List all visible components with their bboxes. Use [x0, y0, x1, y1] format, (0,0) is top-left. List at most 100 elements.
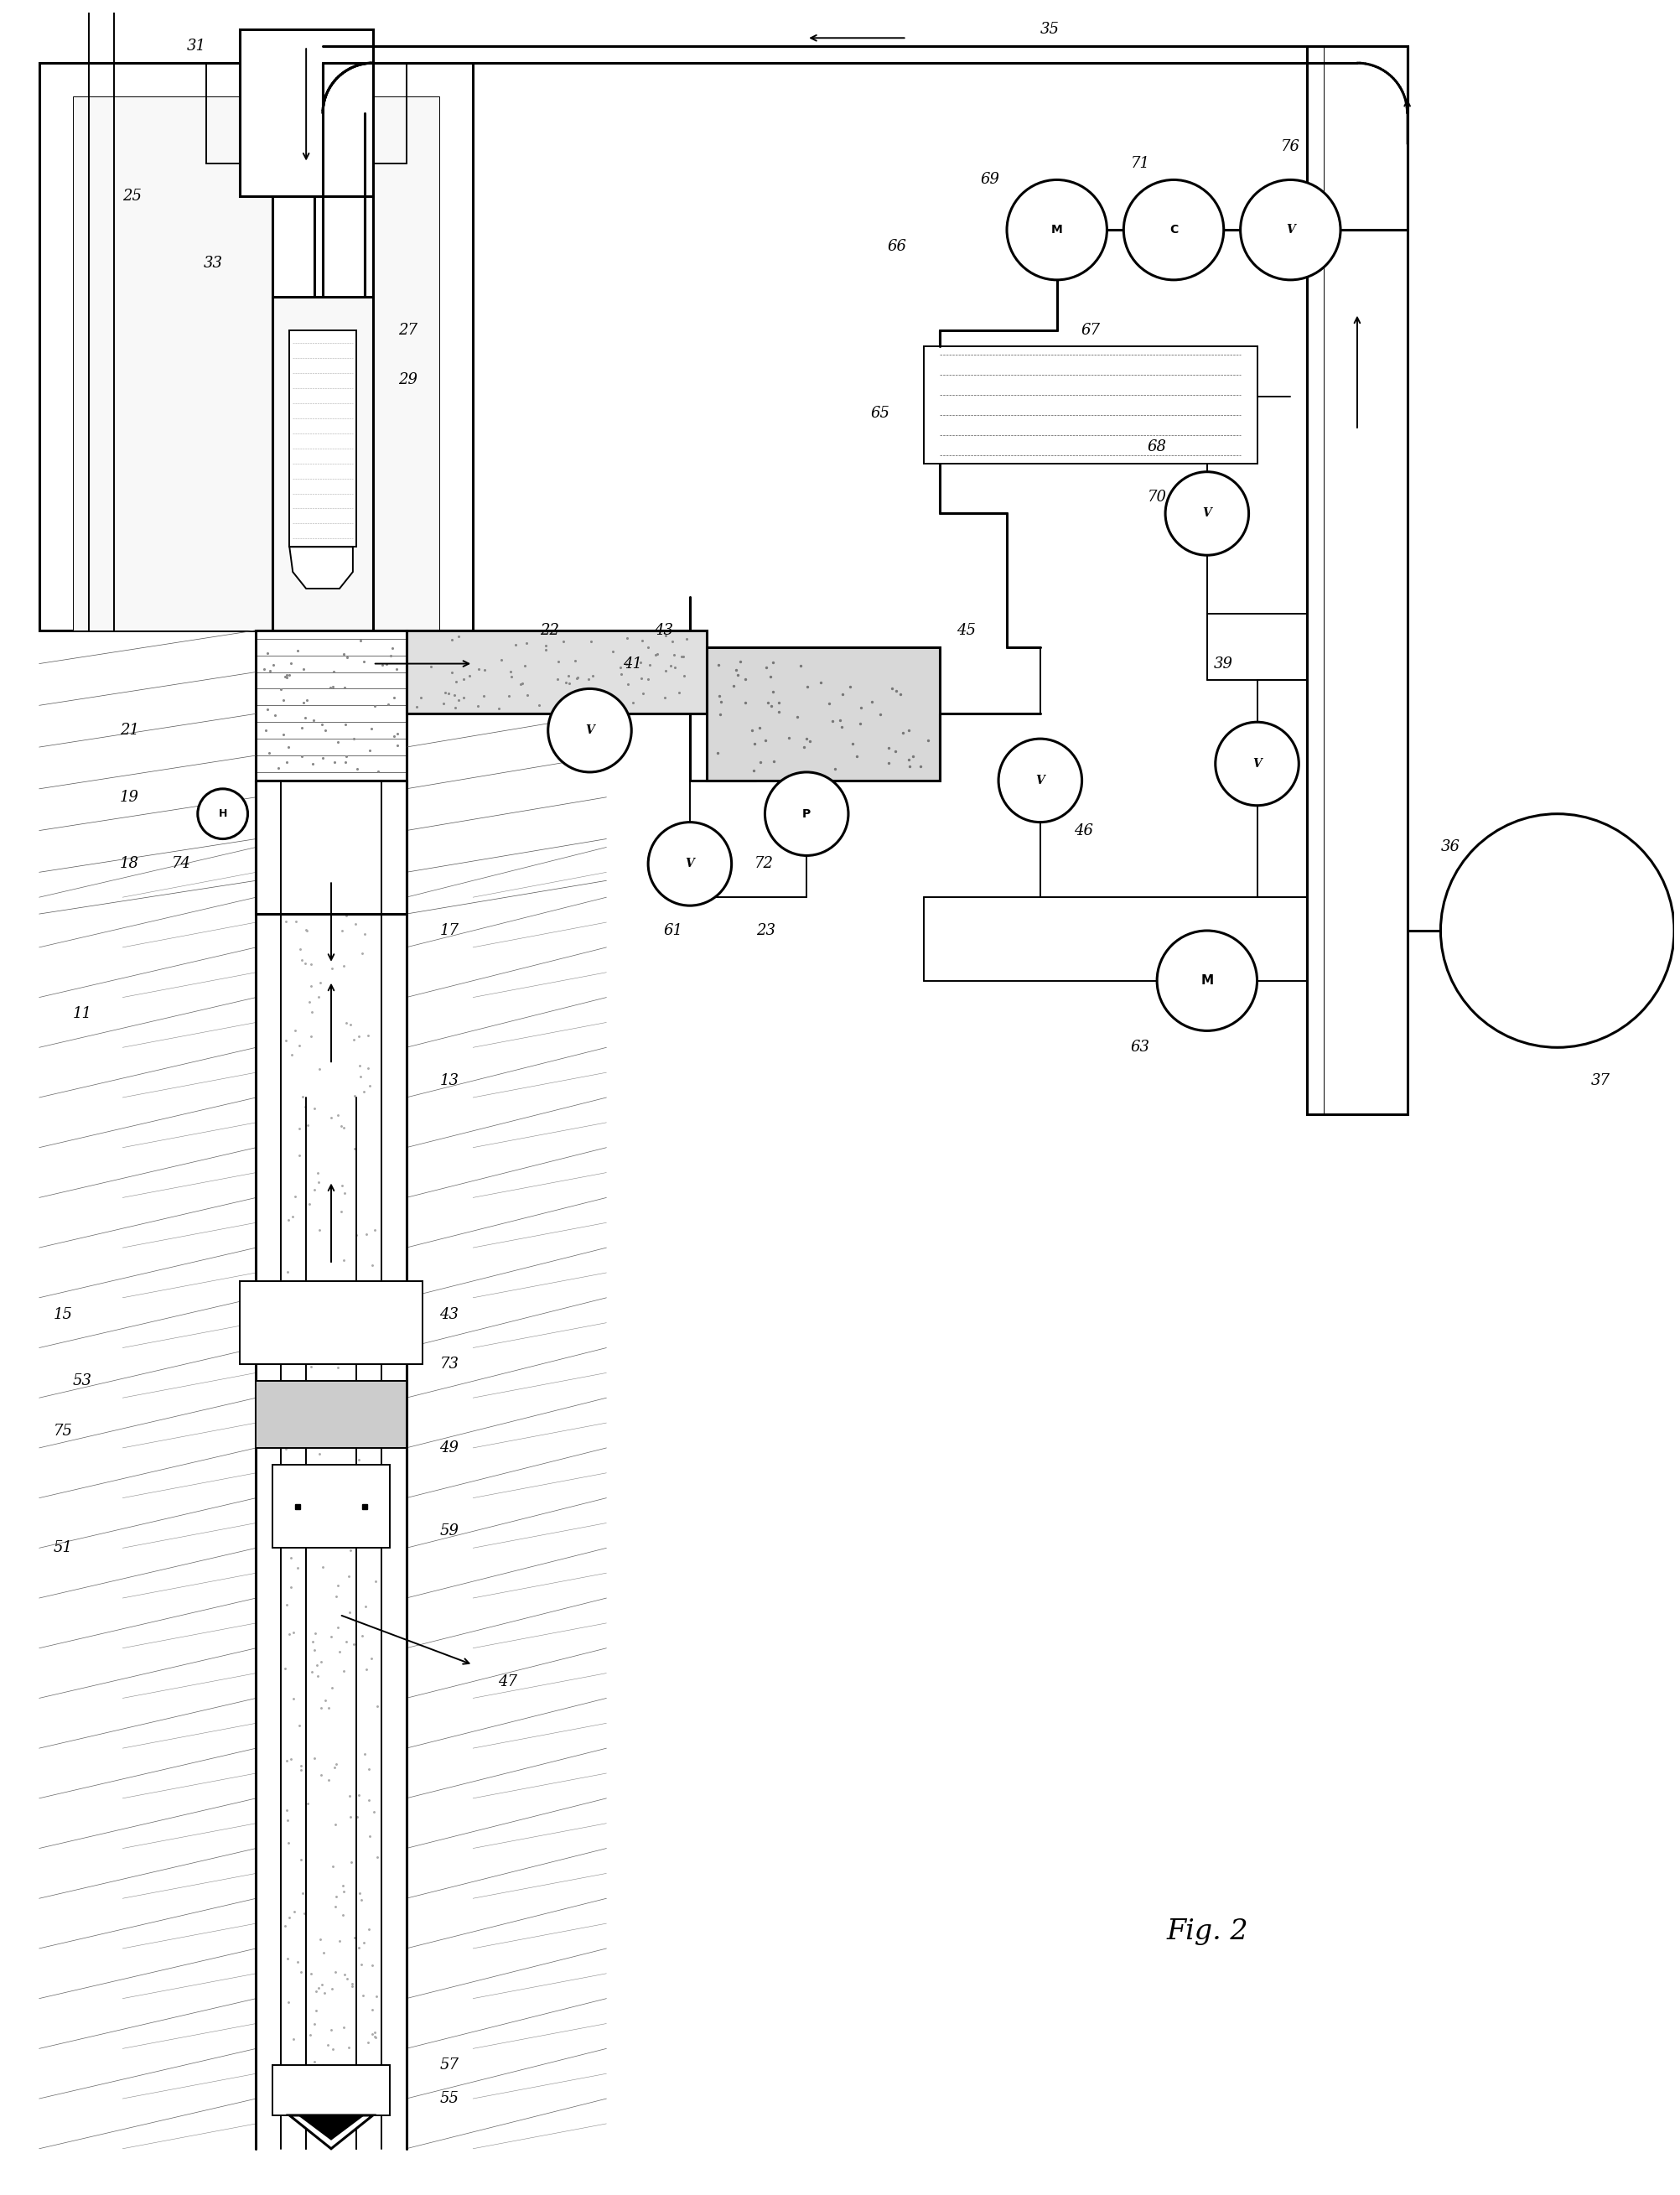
- Point: [314, 2028, 341, 2063]
- Point: [336, 1008, 363, 1043]
- Point: [297, 968, 324, 1003]
- Text: 76: 76: [1280, 138, 1300, 154]
- Point: [331, 1111, 358, 1146]
- Bar: [707, 648, 941, 781]
- Point: [356, 1280, 383, 1315]
- Circle shape: [998, 740, 1082, 823]
- Point: [281, 1894, 307, 1929]
- Point: [403, 689, 430, 724]
- Point: [276, 656, 302, 691]
- Point: [307, 1756, 334, 1791]
- Point: [292, 1089, 319, 1124]
- Point: [365, 753, 391, 788]
- Point: [381, 718, 408, 753]
- Point: [269, 718, 296, 753]
- Point: [867, 696, 894, 731]
- Text: C: C: [1169, 224, 1178, 235]
- Bar: [255, 781, 407, 913]
- Text: 35: 35: [1040, 22, 1060, 37]
- Point: [354, 1051, 381, 1087]
- Point: [319, 669, 346, 705]
- Text: 29: 29: [398, 373, 417, 389]
- Circle shape: [1158, 931, 1257, 1032]
- Point: [349, 643, 376, 678]
- Point: [287, 1954, 314, 1989]
- Point: [375, 687, 402, 722]
- Point: [291, 700, 318, 735]
- Point: [294, 1787, 321, 1822]
- Text: 37: 37: [1591, 1073, 1609, 1089]
- Point: [272, 1431, 299, 1466]
- Point: [348, 1528, 375, 1563]
- Point: [336, 1778, 363, 1813]
- Point: [294, 1106, 321, 1141]
- Point: [287, 1752, 314, 1787]
- Bar: [407, 630, 707, 713]
- Point: [669, 639, 696, 674]
- Point: [346, 1778, 373, 1813]
- Point: [318, 1670, 344, 1706]
- Point: [470, 678, 497, 713]
- Point: [318, 832, 344, 867]
- Point: [319, 2072, 346, 2107]
- Point: [351, 1376, 378, 1411]
- Point: [323, 1879, 349, 1914]
- Point: [274, 1802, 301, 1837]
- Point: [324, 724, 351, 759]
- Point: [331, 637, 358, 672]
- Text: V: V: [585, 724, 595, 735]
- Point: [882, 733, 909, 768]
- Point: [790, 729, 816, 764]
- Point: [568, 672, 595, 707]
- Point: [279, 1038, 306, 1073]
- Point: [793, 669, 820, 705]
- Point: [721, 667, 748, 702]
- Point: [381, 680, 408, 716]
- Point: [890, 716, 917, 751]
- Point: [351, 918, 378, 953]
- Text: 43: 43: [440, 1306, 459, 1321]
- Polygon shape: [289, 2116, 373, 2149]
- Text: 73: 73: [440, 1357, 459, 1372]
- Point: [292, 911, 319, 946]
- Point: [287, 773, 314, 808]
- Point: [272, 658, 299, 694]
- Point: [319, 950, 346, 986]
- Point: [286, 1139, 312, 1174]
- Point: [628, 623, 655, 658]
- Point: [361, 2015, 388, 2050]
- Text: Fig. 2: Fig. 2: [1166, 1918, 1248, 1945]
- Point: [301, 1616, 328, 1651]
- Point: [306, 979, 333, 1014]
- Point: [324, 768, 351, 803]
- Point: [348, 2070, 375, 2105]
- Point: [514, 678, 541, 713]
- Point: [272, 832, 299, 867]
- Point: [470, 652, 497, 687]
- Point: [358, 1295, 385, 1330]
- Point: [442, 678, 469, 713]
- Text: 45: 45: [958, 623, 976, 639]
- Point: [707, 685, 734, 720]
- Point: [341, 907, 368, 942]
- Text: 59: 59: [440, 1523, 459, 1539]
- Point: [297, 1468, 324, 1504]
- Point: [287, 1747, 314, 1782]
- Point: [660, 637, 687, 672]
- Point: [289, 1080, 316, 1115]
- Point: [353, 1273, 380, 1308]
- Point: [274, 1253, 301, 1288]
- Point: [331, 1177, 358, 1212]
- Point: [827, 702, 853, 738]
- Point: [307, 1374, 334, 1409]
- Point: [277, 1569, 304, 1605]
- Point: [895, 742, 922, 777]
- Point: [282, 1014, 309, 1049]
- Point: [311, 1976, 338, 2011]
- Point: [255, 735, 282, 770]
- Point: [276, 1984, 302, 2019]
- Point: [354, 799, 381, 834]
- Point: [358, 1642, 385, 1677]
- Circle shape: [1441, 814, 1675, 1047]
- Point: [758, 689, 785, 724]
